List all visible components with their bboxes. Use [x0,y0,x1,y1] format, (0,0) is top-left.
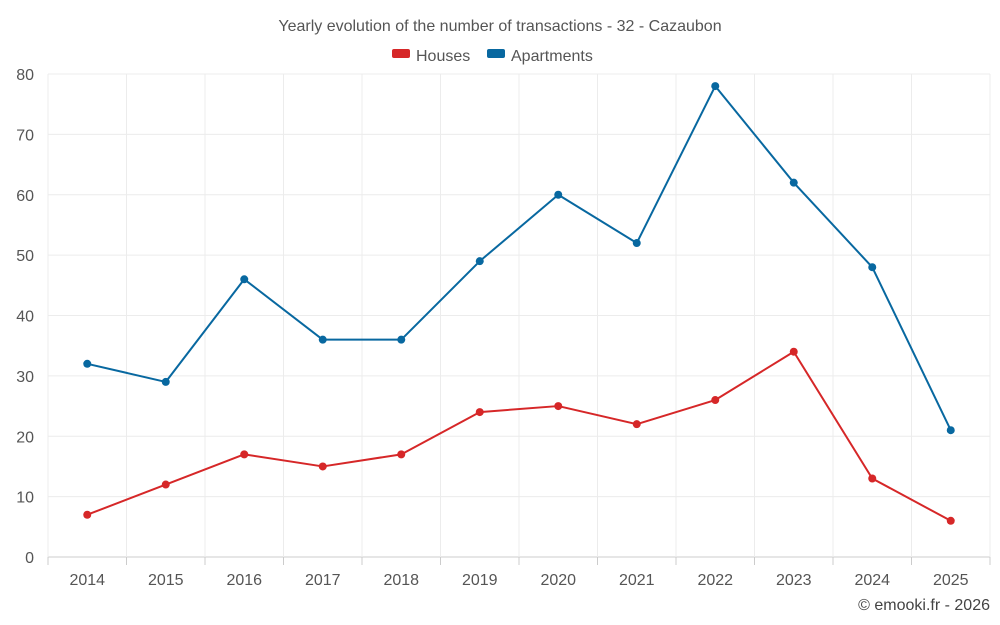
y-tick-label: 80 [16,67,34,84]
data-point-apartments-2021[interactable] [632,239,641,248]
data-point-houses-2019[interactable] [475,408,484,417]
data-point-houses-2025[interactable] [946,516,955,525]
series-line-houses [86,350,952,522]
data-point-apartments-2018[interactable] [397,335,406,344]
data-point-houses-2022[interactable] [711,396,720,405]
x-tick-label: 2025 [933,572,969,589]
chart-title: Yearly evolution of the number of transa… [278,18,721,35]
data-point-apartments-2019[interactable] [475,257,484,266]
x-tick-label: 2019 [462,572,498,589]
data-point-houses-2016[interactable] [240,450,249,459]
y-tick-label: 0 [25,550,34,567]
x-tick-label: 2018 [383,572,419,589]
data-point-apartments-2025[interactable] [946,426,955,435]
y-tick-label: 40 [16,309,34,326]
y-tick-label: 20 [16,429,34,446]
series-apartments [83,82,955,435]
legend-swatch-apartments [487,49,505,58]
x-tick-label: 2015 [148,572,184,589]
data-point-apartments-2015[interactable] [161,377,170,386]
legend-swatch-houses [392,49,410,58]
data-point-apartments-2020[interactable] [554,190,563,199]
data-point-apartments-2023[interactable] [789,178,798,187]
x-tick-label: 2021 [619,572,655,589]
data-point-houses-2020[interactable] [554,402,563,411]
legend-item-apartments[interactable]: Apartments [487,48,593,65]
legend-label-houses: Houses [416,48,470,65]
y-tick-label: 10 [16,490,34,507]
data-point-apartments-2016[interactable] [240,275,249,284]
grid [47,73,991,565]
series-houses [83,347,955,525]
y-tick-label: 30 [16,369,34,386]
data-point-houses-2018[interactable] [397,450,406,459]
data-point-houses-2023[interactable] [789,347,798,356]
data-point-apartments-2014[interactable] [83,359,92,368]
x-tick-label: 2023 [776,572,812,589]
y-tick-label: 60 [16,188,34,205]
x-tick-label: 2022 [697,572,733,589]
data-point-apartments-2017[interactable] [318,335,327,344]
data-point-houses-2014[interactable] [83,510,92,519]
y-axis: 0 10 20 30 40 50 60 70 80 [16,67,34,567]
x-axis: 2014 2015 2016 2017 2018 2019 2020 2021 2022 2023… [69,572,968,589]
data-point-houses-2017[interactable] [318,462,327,471]
x-tick-label: 2020 [540,572,576,589]
data-point-houses-2024[interactable] [868,474,877,483]
data-point-houses-2021[interactable] [632,420,641,429]
series-line-apartments [87,85,952,431]
data-point-apartments-2024[interactable] [868,263,877,272]
legend: Houses Apartments [392,48,593,65]
x-tick-label: 2016 [226,572,262,589]
legend-item-houses[interactable]: Houses [392,48,470,65]
y-tick-label: 70 [16,127,34,144]
data-point-houses-2015[interactable] [161,480,170,489]
credit-text: © emooki.fr - 2026 [858,597,990,614]
legend-label-apartments: Apartments [511,48,593,65]
x-tick-label: 2024 [854,572,890,589]
y-tick-label: 50 [16,248,34,265]
x-tick-label: 2014 [69,572,105,589]
series-group [83,82,955,525]
data-point-apartments-2022[interactable] [711,82,720,91]
x-tick-label: 2017 [305,572,341,589]
